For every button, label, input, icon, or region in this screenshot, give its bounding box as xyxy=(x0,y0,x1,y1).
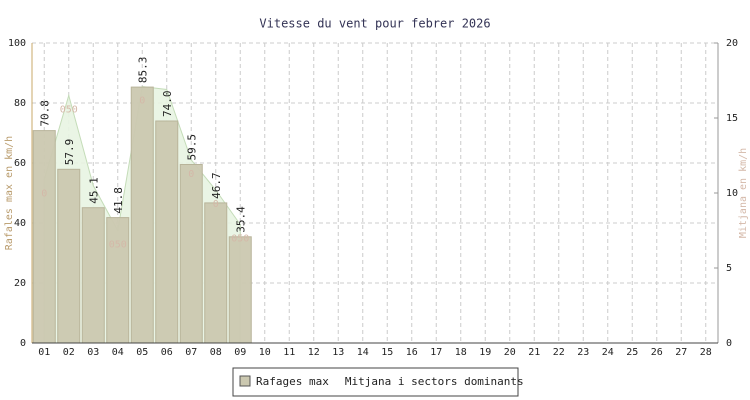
x-tick-label: 06 xyxy=(161,347,173,358)
x-tick-label: 26 xyxy=(651,347,663,358)
x-tick-label: 20 xyxy=(504,347,516,358)
legend-label: Mitjana i sectors dominants xyxy=(345,375,524,388)
bar xyxy=(155,120,179,344)
x-tick-label: 21 xyxy=(528,347,540,358)
x-tick-label: 10 xyxy=(259,347,271,358)
value-label: 70.8 xyxy=(38,100,51,127)
value-label: 46.7 xyxy=(210,172,223,199)
x-tick-label: 16 xyxy=(406,347,418,358)
bar xyxy=(32,130,56,344)
bar xyxy=(179,164,203,344)
bar xyxy=(228,236,252,344)
direction-label: 050 xyxy=(60,105,78,116)
y-tick-label: 0 xyxy=(20,338,26,349)
x-tick-label: 18 xyxy=(455,347,467,358)
y2-tick-label: 20 xyxy=(726,38,738,49)
x-tick-label: 22 xyxy=(553,347,565,358)
value-label: 85.3 xyxy=(136,57,149,84)
x-tick-label: 17 xyxy=(430,347,442,358)
x-tick-label: 07 xyxy=(185,347,197,358)
x-tick-label: 11 xyxy=(283,347,295,358)
legend-label: Rafages max xyxy=(256,375,329,388)
bar xyxy=(57,168,81,344)
y-tick-label: 80 xyxy=(14,98,26,109)
value-label: 59.5 xyxy=(185,134,198,161)
y2-axis-label: Mitjana en km/h xyxy=(738,148,749,238)
x-tick-label: 08 xyxy=(210,347,222,358)
x-tick-label: 14 xyxy=(357,347,369,358)
y2-tick-label: 10 xyxy=(726,188,738,199)
x-tick-label: 05 xyxy=(136,347,148,358)
value-label: 45.1 xyxy=(87,177,100,204)
x-tick-label: 25 xyxy=(626,347,638,358)
x-tick-label: 04 xyxy=(112,347,124,358)
value-label: 57.9 xyxy=(63,139,76,166)
x-tick-label: 02 xyxy=(63,347,75,358)
value-label: 74.0 xyxy=(161,91,174,118)
y-tick-label: 100 xyxy=(8,38,26,49)
x-tick-label: 15 xyxy=(381,347,393,358)
y-tick-label: 20 xyxy=(14,278,26,289)
y-axis-label: Rafales max en km/h xyxy=(4,136,15,250)
y2-tick-label: 5 xyxy=(726,263,732,274)
y-tick-label: 60 xyxy=(14,158,26,169)
bar xyxy=(106,217,130,344)
bar xyxy=(81,207,105,344)
chart-title: Vitesse du vent pour febrer 2026 xyxy=(259,17,490,31)
legend-box xyxy=(232,367,519,397)
x-tick-label: 03 xyxy=(87,347,99,358)
direction-label: 0 xyxy=(188,169,194,180)
bar xyxy=(204,202,228,344)
direction-label: 0 xyxy=(41,189,47,200)
y-tick-label: 40 xyxy=(14,218,26,229)
x-tick-label: 24 xyxy=(602,347,614,358)
x-tick-label: 12 xyxy=(308,347,320,358)
y2-tick-label: 15 xyxy=(726,113,738,124)
y2-tick-label: 0 xyxy=(726,338,732,349)
bar xyxy=(130,86,154,344)
value-label: 35.4 xyxy=(234,206,247,233)
direction-label: 0 xyxy=(213,199,219,210)
x-tick-label: 01 xyxy=(38,347,50,358)
x-tick-label: 19 xyxy=(479,347,491,358)
x-tick-label: 09 xyxy=(234,347,246,358)
x-tick-label: 23 xyxy=(577,347,589,358)
value-label: 41.8 xyxy=(112,187,125,214)
x-tick-label: 27 xyxy=(675,347,687,358)
x-tick-label: 13 xyxy=(332,347,344,358)
legend-swatch xyxy=(239,375,251,387)
direction-label: 050 xyxy=(231,234,249,245)
direction-label: 050 xyxy=(109,240,127,251)
direction-label: 0 xyxy=(139,96,145,107)
x-tick-label: 28 xyxy=(700,347,712,358)
